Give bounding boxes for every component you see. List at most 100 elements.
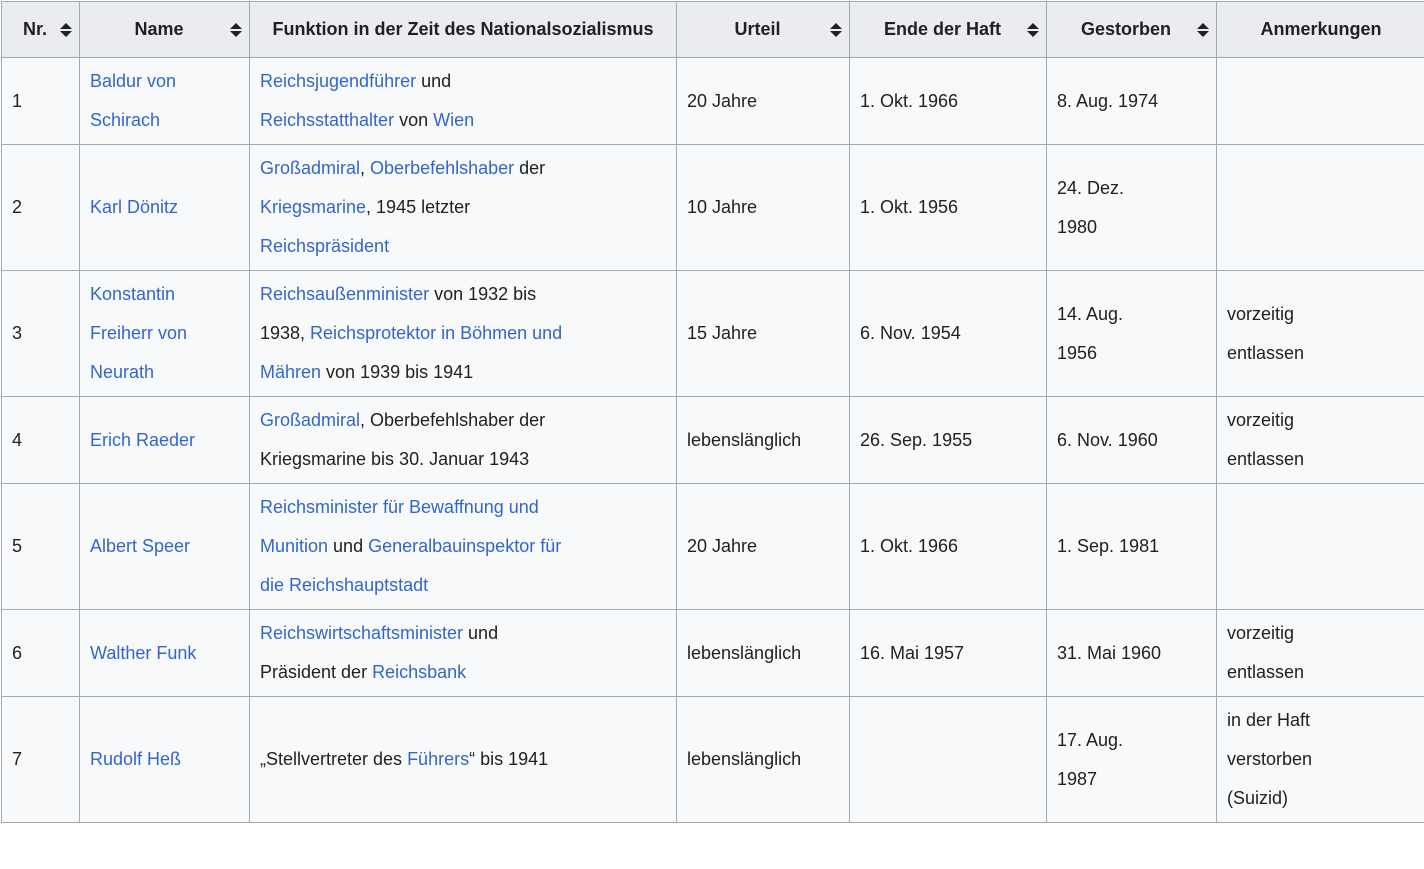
table-row: 3 Konstantin Freiherr von Neurath Reichsau… [1,270,1424,397]
cell-nr: 7 [1,696,80,823]
header-label: Funktion in der Zeit des Nationalsoziali… [272,19,654,39]
header-nr[interactable]: Nr. [1,1,80,58]
cell-ende-der-haft: 1. Okt. 1956 [849,144,1047,271]
text-segment: , 1945 letzter [366,197,471,217]
cell-gestorben: 1. Sep. 1981 [1046,483,1217,610]
name-link[interactable]: Rudolf Heß [90,749,182,769]
text-segment: und [328,536,369,556]
cell-ende-der-haft: 16. Mai 1957 [849,609,1047,697]
name-link[interactable]: Albert Speer [90,536,191,556]
cell-funktion: Reichsjugendführer und Reichsstatthalter… [249,57,677,145]
cell-gestorben: 6. Nov. 1960 [1046,396,1217,484]
wiki-link[interactable]: Oberbefehlshaber [370,158,515,178]
wiki-link[interactable]: Führers [407,749,470,769]
header-funktion: Funktion in der Zeit des Nationalsoziali… [249,1,677,58]
table-row: 1 Baldur von Schirach Reichsjugendführer u… [1,57,1424,145]
table-body: 1 Baldur von Schirach Reichsjugendführer u… [1,57,1424,823]
cell-gestorben: 24. Dez. 1980 [1046,144,1217,271]
cell-funktion: Großadmiral, Oberbefehlshaber der Kriegs… [249,396,677,484]
text-segment: „Stellvertreter des [260,749,408,769]
cell-funktion: „Stellvertreter des Führers“ bis 1941 [249,696,677,823]
cell-nr: 2 [1,144,80,271]
cell-nr: 3 [1,270,80,397]
name-link[interactable]: Karl Dönitz [90,197,179,217]
wiki-link[interactable]: Reichswirtschaftsminister [260,623,464,643]
cell-name: Rudolf Heß [79,696,250,823]
cell-name: Walther Funk [79,609,250,697]
table-row: 5 Albert Speer Reichsminister für Bewaffnu… [1,483,1424,610]
cell-ende-der-haft: 1. Okt. 1966 [849,483,1047,610]
cell-nr: 4 [1,396,80,484]
cell-ende-der-haft: 26. Sep. 1955 [849,396,1047,484]
cell-nr: 5 [1,483,80,610]
wiki-link[interactable]: Reichsjugendführer [260,71,417,91]
wiki-link[interactable]: Reichsbank [372,662,467,682]
text-segment: und Präsident der [260,623,499,682]
header-label: Name [134,19,184,39]
header-urteil[interactable]: Urteil [676,1,850,58]
name-link[interactable]: Erich Raeder [90,429,196,450]
table-row: 6 Walther Funk Reichswirtschaftsminister u… [1,609,1424,697]
text-segment: “ bis 1941 [469,749,549,769]
header-anmerkungen: Anmerkungen [1216,1,1424,58]
cell-anmerkungen: vorzeitig entlassen [1216,270,1424,397]
cell-urteil: 20 Jahre [676,483,850,610]
wiki-link[interactable]: Großadmiral [260,158,361,178]
text-segment: der [519,158,546,178]
cell-anmerkungen [1216,483,1424,610]
wiki-link[interactable]: Reichsaußenminister [260,284,430,304]
cell-urteil: 10 Jahre [676,144,850,271]
cell-funktion: Großadmiral, Oberbefehlshaber der Kriegs… [249,144,677,271]
sort-both-icon [1027,22,1039,37]
cell-anmerkungen [1216,57,1424,145]
text-segment: , Oberbefehlshaber der Kriegsmarine bis … [260,410,546,469]
wiki-link[interactable]: Kriegsmarine [260,197,367,217]
cell-urteil: 15 Jahre [676,270,850,397]
table-row: 4 Erich Raeder Großadmiral, Oberbefehlshab… [1,396,1424,484]
cell-anmerkungen: vorzeitig entlassen [1216,609,1424,697]
cell-name: Karl Dönitz [79,144,250,271]
text-segment: von 1939 bis 1941 [321,362,474,382]
wiki-link[interactable]: Großadmiral [260,410,361,430]
name-link[interactable]: Walther Funk [90,642,197,663]
cell-ende-der-haft: 1. Okt. 1966 [849,57,1047,145]
cell-name: Baldur von Schirach [79,57,250,145]
table-row: 2 Karl Dönitz Großadmiral, Oberbefehlshabe… [1,144,1424,271]
header-ende[interactable]: Ende der Haft [849,1,1047,58]
cell-nr: 6 [1,609,80,697]
cell-ende-der-haft [849,696,1047,823]
wiki-link[interactable]: Reichspräsident [260,236,390,256]
table-row: 7 Rudolf Heß „Stellvertreter des Führers“ … [1,696,1424,823]
cell-gestorben: 14. Aug. 1956 [1046,270,1217,397]
name-link[interactable]: Baldur von Schirach [90,71,177,130]
cell-funktion: Reichsaußenminister von 1932 bis 1938, R… [249,270,677,397]
cell-name: Albert Speer [79,483,250,610]
cell-ende-der-haft: 6. Nov. 1954 [849,270,1047,397]
name-link[interactable]: Konstantin Freiherr von Neurath [90,284,188,382]
wiki-link[interactable]: Reichsminister für Bewaffnung und Muniti… [260,497,539,556]
cell-urteil: lebenslänglich [676,396,850,484]
wiki-link[interactable]: Generalbauinspektor für die Reichshaupts… [260,536,562,595]
header-label: Anmerkungen [1260,19,1382,39]
sort-both-icon [60,22,72,37]
cell-anmerkungen: in der Haft verstorben (Suizid) [1216,696,1424,823]
cell-gestorben: 17. Aug. 1987 [1046,696,1217,823]
text-segment: und [421,71,452,91]
wiki-link[interactable]: Reichsstatthalter [260,110,395,130]
header-gestorben[interactable]: Gestorben [1046,1,1217,58]
header-row: Nr. Name Funktion in der Zeit des National… [1,1,1424,58]
text-segment: von 1932 bis 1938, [260,284,537,343]
header-name[interactable]: Name [79,1,250,58]
wiki-link[interactable]: Reichsprotektor in Böhmen und Mähren [260,323,563,382]
wiki-link[interactable]: Wien [433,110,475,130]
sort-both-icon [230,22,242,37]
cell-urteil: lebenslänglich [676,696,850,823]
cell-gestorben: 31. Mai 1960 [1046,609,1217,697]
header-label: Urteil [734,19,781,39]
cell-funktion: Reichsminister für Bewaffnung und Muniti… [249,483,677,610]
cell-nr: 1 [1,57,80,145]
text-segment: , [360,158,371,178]
header-label: Gestorben [1080,19,1172,39]
header-label: Nr. [22,19,47,39]
text-segment: von [394,110,434,130]
